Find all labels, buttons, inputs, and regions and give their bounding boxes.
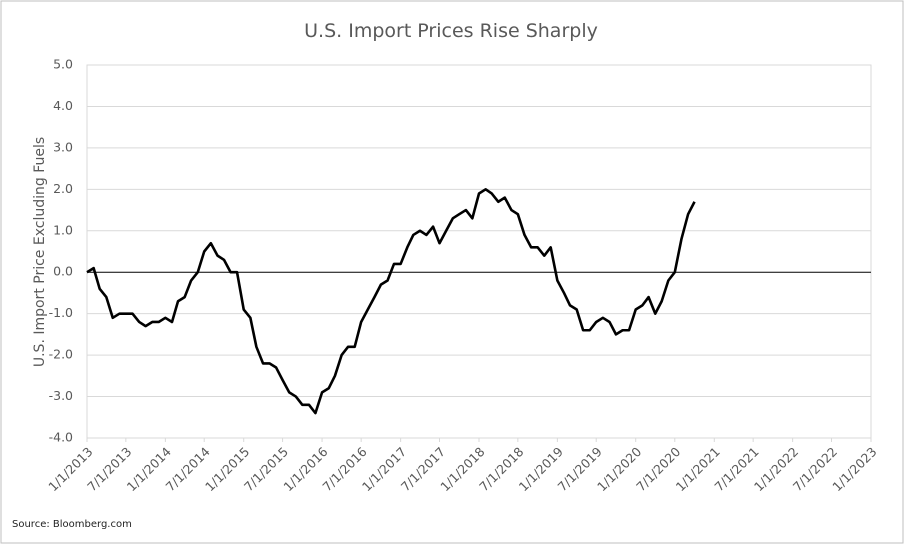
y-tick-label: 3.0 [53, 139, 73, 154]
y-tick-label: 5.0 [53, 57, 73, 72]
data-line [86, 188, 696, 415]
y-tick-label: -3.0 [49, 388, 73, 403]
source-note: Source: Bloomberg.com [12, 519, 132, 530]
y-tick-label: 2.0 [53, 181, 73, 196]
y-tick-label: 1.0 [53, 222, 73, 237]
y-tick-label: 0.0 [53, 264, 73, 279]
y-tick-label: -1.0 [49, 305, 73, 320]
y-tick-label: -2.0 [49, 347, 73, 362]
y-tick-label: -4.0 [49, 430, 73, 445]
chart-title: U.S. Import Prices Rise Sharply [304, 20, 598, 42]
y-tick-label: 4.0 [53, 98, 73, 113]
y-axis-title: U.S. Import Price Excluding Fuels [32, 137, 48, 367]
